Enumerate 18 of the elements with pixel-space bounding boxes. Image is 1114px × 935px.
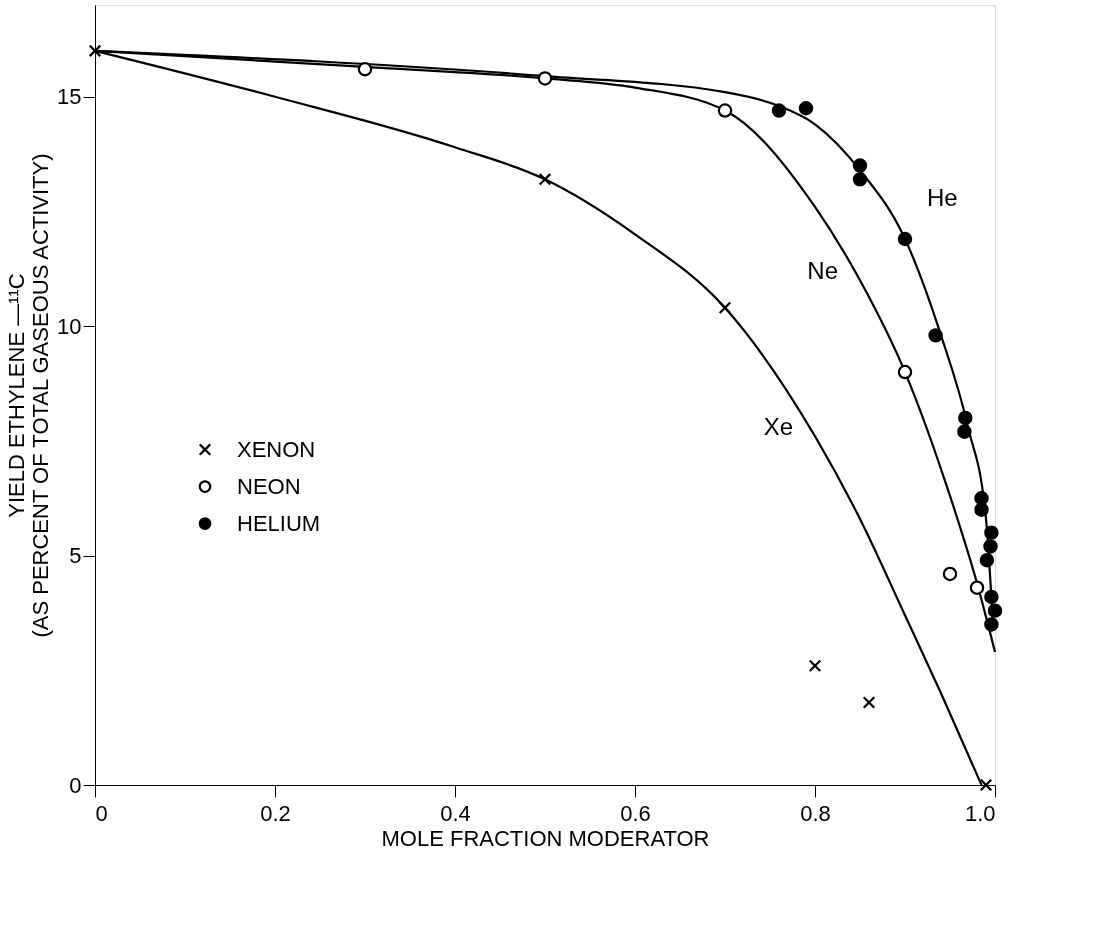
y-tick-label: 5 (69, 543, 82, 569)
series-label: Xe (763, 413, 793, 441)
y-axis-title: YIELD ETHYLENE —¹¹C (AS PERCENT OF TOTAL GASEOUS ACTIVITY) (4, 153, 54, 638)
x-tick-label: 0.6 (620, 800, 651, 826)
x-tick-label: 0.4 (440, 800, 471, 826)
legend-label: XENON (237, 436, 316, 462)
legend-label: NEON (237, 473, 301, 499)
y-tick-label: 10 (57, 313, 82, 339)
series-label: He (927, 184, 958, 211)
legend-label: HELIUM (237, 510, 321, 536)
x-tick-label: 0.8 (800, 800, 831, 826)
x-axis-title: MOLE FRACTION MODERATOR (381, 825, 710, 851)
series-label: Ne (807, 257, 838, 285)
y-tick-label: 15 (57, 84, 82, 110)
x-tick-label: 1.0 (964, 800, 996, 826)
y-tick-label: 0 (69, 772, 82, 798)
x-tick-label: 0.2 (260, 800, 291, 826)
x-tick-label: 0 (95, 800, 108, 826)
